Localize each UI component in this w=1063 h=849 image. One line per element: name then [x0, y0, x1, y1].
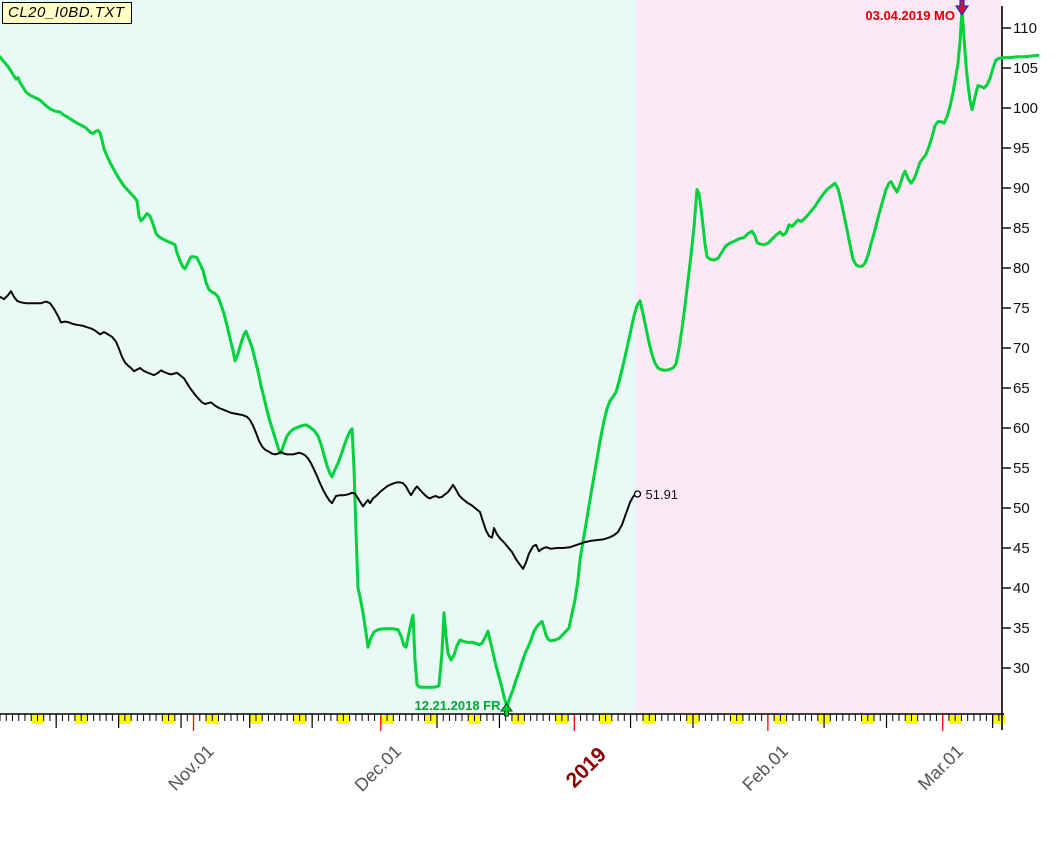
y-axis-tick-label: 80 [1013, 260, 1030, 277]
y-axis-tick-label: 50 [1013, 500, 1030, 517]
high-marker-down-arrow-icon [954, 0, 970, 17]
y-axis-tick-label: 100 [1013, 100, 1038, 117]
y-axis-tick-label: 90 [1013, 180, 1030, 197]
chart-filename-label[interactable]: CL20_I0BD.TXT [2, 2, 132, 24]
y-axis-tick-label: 75 [1013, 300, 1030, 317]
y-axis-tick-label: 45 [1013, 540, 1030, 557]
y-axis-tick-label: 35 [1013, 620, 1030, 637]
y-axis-tick-label: 65 [1013, 380, 1030, 397]
y-axis-tick-label: 60 [1013, 420, 1030, 437]
history-region [0, 0, 636, 714]
series-line-current-contract-black [0, 290, 638, 570]
series-line-reference-contract-green [0, 8, 1040, 708]
y-axis-tick-label: 40 [1013, 580, 1030, 597]
y-axis-tick-label: 105 [1013, 60, 1038, 77]
y-axis-tick-label: 70 [1013, 340, 1030, 357]
high-date-annotation: 03.04.2019 MO [865, 8, 955, 23]
y-axis-tick-label: 95 [1013, 140, 1030, 157]
y-axis-tick-label: 110 [1013, 20, 1037, 37]
low-date-annotation: 12.21.2018 FR [414, 698, 501, 713]
low-marker-up-arrow-icon [500, 702, 513, 717]
last-price-label: 51.91 [645, 487, 679, 502]
y-axis-tick-label: 30 [1013, 660, 1030, 677]
last-price-marker [633, 490, 642, 498]
forward-region [636, 0, 1002, 714]
y-axis-tick-label: 85 [1013, 220, 1030, 237]
y-axis-tick-label: 55 [1013, 460, 1030, 477]
